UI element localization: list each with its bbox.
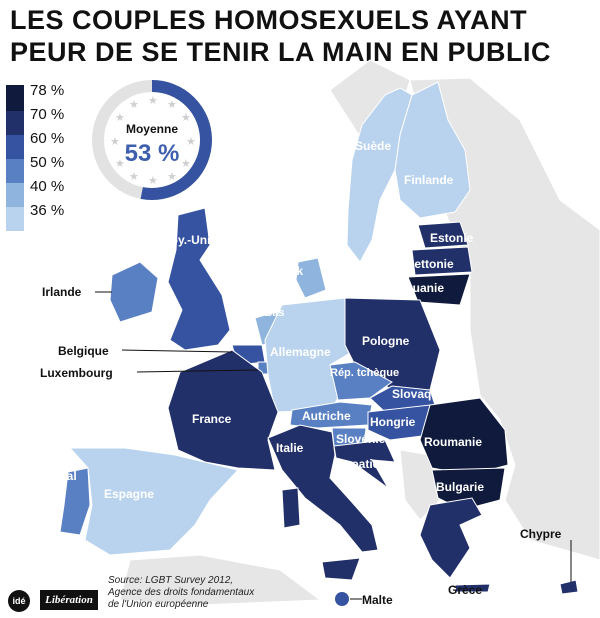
- label-croatia: Croatie: [338, 457, 380, 471]
- legend-label-70: 70 %: [30, 106, 65, 123]
- source-line-3: de l'Union européenne: [108, 599, 209, 610]
- svg-text:★: ★: [110, 135, 120, 148]
- label-uk: Roy.-Uni: [162, 233, 210, 247]
- page-title: LES COUPLES HOMOSEXUELS AYANT PEUR DE SE…: [10, 5, 552, 67]
- legend-swatch-70: [6, 111, 24, 135]
- svg-text:★: ★: [148, 174, 158, 187]
- average-donut: ★ ★ ★ ★ ★ ★ ★ ★ ★ ★ ★ ★: [92, 80, 212, 200]
- ide-logo: idé: [8, 590, 30, 612]
- svg-text:★: ★: [167, 170, 177, 183]
- legend-label-36: 36 %: [30, 202, 65, 219]
- label-italy: Italie: [276, 441, 304, 455]
- svg-text:★: ★: [167, 98, 177, 111]
- source-line-2: Agence des droits fondamentaux: [108, 587, 255, 598]
- label-cyprus: Chypre: [520, 527, 562, 541]
- country-italy-sicily: [321, 557, 361, 581]
- country-slovakia: [369, 385, 436, 413]
- legend-swatch-60: [6, 135, 24, 159]
- label-estonia: Estonie: [430, 231, 474, 245]
- country-malta: [335, 592, 349, 606]
- legend-label-50: 50 %: [30, 154, 65, 171]
- liberation-logo: Libération: [40, 590, 98, 610]
- label-romania: Roumanie: [424, 435, 482, 449]
- legend-label-60: 60 %: [30, 130, 65, 147]
- leader-lines: [95, 291, 572, 600]
- svg-text:★: ★: [181, 111, 191, 124]
- average-value: 53 %: [124, 140, 180, 167]
- label-belgium: Belgique: [58, 344, 109, 358]
- label-slovenia: Slovénie: [336, 432, 386, 446]
- label-luxembourg: Luxembourg: [40, 366, 113, 380]
- country-czech: [329, 361, 393, 401]
- svg-text:★: ★: [129, 98, 139, 111]
- country-finland: [394, 81, 471, 219]
- country-italy-sardinia: [281, 487, 301, 529]
- source-note: Source: LGBT Survey 2012, Agence des dro…: [108, 575, 308, 611]
- svg-text:★: ★: [181, 157, 191, 170]
- label-ireland: Irlande: [42, 285, 82, 299]
- label-poland: Pologne: [362, 334, 410, 348]
- label-lithuania: Lituanie: [398, 281, 444, 295]
- label-czech: Rép. tchèque: [330, 367, 399, 379]
- legend-label-40: 40 %: [30, 178, 65, 195]
- country-denmark: [295, 257, 327, 299]
- label-finland: Finlande: [404, 173, 454, 187]
- country-uk: [167, 207, 231, 351]
- country-estonia: [417, 221, 469, 249]
- legend-label-78: 78 %: [30, 82, 65, 99]
- country-france: [167, 349, 279, 471]
- country-croatia: [333, 439, 396, 489]
- legend-swatch-36: [6, 207, 24, 231]
- legend-swatch-40: [6, 183, 24, 207]
- country-cyprus: [559, 579, 579, 595]
- country-bulgaria: [431, 467, 506, 511]
- source-line-1: Source: LGBT Survey 2012,: [108, 575, 234, 586]
- country-latvia: [411, 246, 473, 276]
- label-spain: Espagne: [104, 487, 154, 501]
- average-label: Moyenne: [125, 122, 178, 136]
- country-hungary: [367, 404, 431, 441]
- label-greece: Grèce: [448, 583, 482, 597]
- svg-text:★: ★: [115, 157, 125, 170]
- label-slovakia: Slovaquie: [392, 387, 449, 401]
- label-latvia: Lettonie: [407, 257, 454, 271]
- country-spain: [68, 447, 239, 556]
- label-netherlands: Pays-Bas: [235, 307, 285, 319]
- country-lithuania: [407, 273, 471, 306]
- label-denmark: Danemark: [245, 264, 303, 278]
- country-greece-crete: [454, 583, 491, 593]
- svg-text:★: ★: [186, 135, 196, 148]
- label-sweden: Suède: [355, 139, 391, 153]
- svg-text:★: ★: [148, 94, 158, 107]
- label-france: France: [192, 412, 232, 426]
- svg-text:★: ★: [129, 170, 139, 183]
- svg-text:★: ★: [115, 111, 125, 124]
- label-hungary: Hongrie: [370, 415, 416, 429]
- label-portugal: Portugal: [28, 469, 77, 483]
- label-malta: Malte: [362, 593, 393, 607]
- label-austria: Autriche: [302, 409, 351, 423]
- legend-swatch-78: [6, 85, 24, 111]
- country-greece: [419, 497, 483, 579]
- country-ireland: [109, 261, 159, 323]
- country-italy: [267, 424, 379, 553]
- legend-swatch-50: [6, 159, 24, 183]
- label-germany: Allemagne: [270, 345, 331, 359]
- label-bulgaria: Bulgarie: [436, 480, 484, 494]
